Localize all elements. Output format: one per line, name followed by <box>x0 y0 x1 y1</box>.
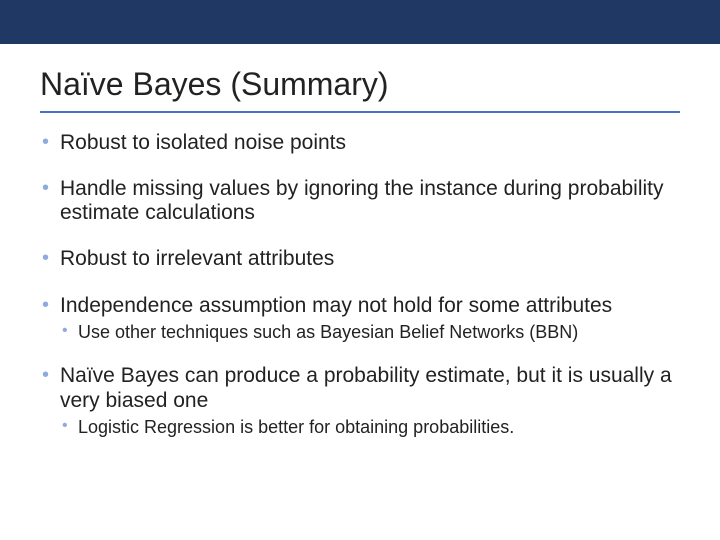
list-item: Naïve Bayes can produce a probability es… <box>40 364 680 437</box>
list-item: Handle missing values by ignoring the in… <box>40 177 680 225</box>
sub-bullet-text: Use other techniques such as Bayesian Be… <box>78 322 578 342</box>
sub-bullet-list: Logistic Regression is better for obtain… <box>60 417 680 438</box>
list-item: Independence assumption may not hold for… <box>40 294 680 343</box>
bullet-text: Robust to isolated noise points <box>60 131 346 154</box>
sub-list-item: Logistic Regression is better for obtain… <box>60 417 680 438</box>
slide-content: Naïve Bayes (Summary) Robust to isolated… <box>0 44 720 437</box>
bullet-text: Naïve Bayes can produce a probability es… <box>60 364 672 411</box>
top-bar <box>0 0 720 44</box>
bullet-text: Robust to irrelevant attributes <box>60 247 334 270</box>
bullet-list: Robust to isolated noise points Handle m… <box>40 131 680 437</box>
slide-title: Naïve Bayes (Summary) <box>40 66 680 103</box>
slide: Naïve Bayes (Summary) Robust to isolated… <box>0 0 720 540</box>
bullet-text: Independence assumption may not hold for… <box>60 294 612 317</box>
sub-bullet-list: Use other techniques such as Bayesian Be… <box>60 322 680 343</box>
sub-bullet-text: Logistic Regression is better for obtain… <box>78 417 514 437</box>
sub-list-item: Use other techniques such as Bayesian Be… <box>60 322 680 343</box>
list-item: Robust to irrelevant attributes <box>40 247 680 271</box>
title-underline <box>40 111 680 113</box>
bullet-text: Handle missing values by ignoring the in… <box>60 177 664 224</box>
list-item: Robust to isolated noise points <box>40 131 680 155</box>
